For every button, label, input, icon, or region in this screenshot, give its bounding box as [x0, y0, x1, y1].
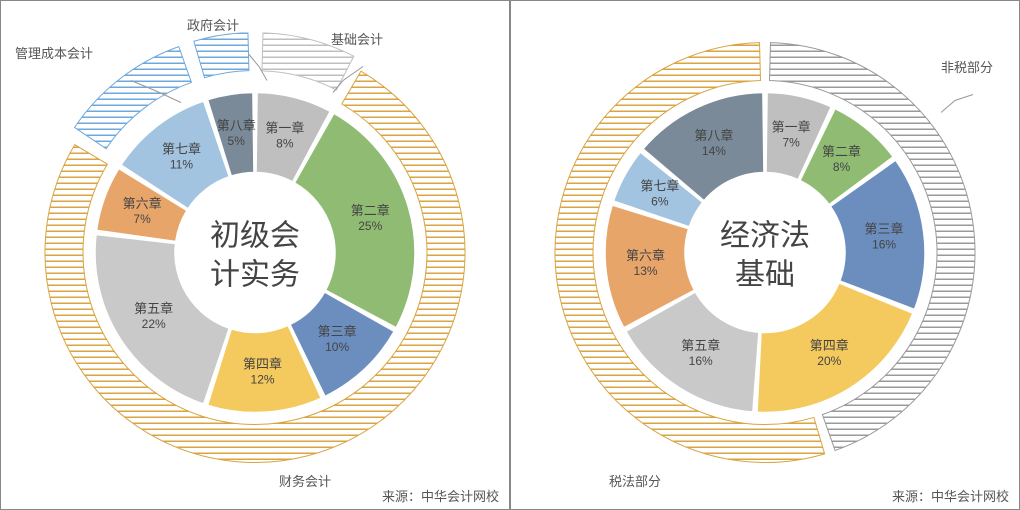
svg-text:7%: 7% — [783, 135, 801, 149]
source-label: 来源：中华会计网校 — [382, 486, 499, 505]
svg-text:第一章: 第一章 — [772, 119, 811, 134]
svg-text:8%: 8% — [833, 160, 851, 174]
svg-text:5%: 5% — [228, 134, 246, 148]
svg-text:第五章: 第五章 — [134, 301, 173, 316]
svg-text:25%: 25% — [358, 219, 382, 233]
svg-text:第四章: 第四章 — [243, 356, 282, 371]
svg-text:第八章: 第八章 — [217, 118, 256, 133]
svg-text:12%: 12% — [251, 372, 275, 386]
outer-label: 基础会计 — [331, 29, 383, 48]
svg-text:20%: 20% — [817, 354, 841, 368]
svg-text:第四章: 第四章 — [810, 338, 849, 353]
outer-label: 非税部分 — [941, 57, 993, 76]
panel-left: 第一章8% 第二章25% 第三章10% 第四章12% 第五章22% 第六章7% 第七章11%… — [0, 0, 510, 510]
chart-right-wrap: 第一章7%第二章8%第三章16%第四章20%第五章16%第六章13%第七章6%第… — [545, 33, 985, 478]
svg-text:14%: 14% — [702, 144, 726, 158]
svg-text:第二章: 第二章 — [822, 144, 861, 159]
svg-text:第六章: 第六章 — [123, 196, 162, 211]
svg-text:8%: 8% — [276, 136, 294, 150]
chart-left-wrap: 第一章8% 第二章25% 第三章10% 第四章12% 第五章22% 第六章7% 第七章11%… — [35, 33, 475, 478]
outer-label: 财务会计 — [279, 471, 331, 490]
svg-text:16%: 16% — [689, 354, 713, 368]
outer-slice — [194, 33, 249, 78]
svg-text:第六章: 第六章 — [626, 248, 665, 263]
svg-text:第七章: 第七章 — [162, 142, 201, 157]
svg-text:11%: 11% — [170, 158, 193, 172]
charts-container: 第一章8%第二章25%第三章10%第四章12%第五章22%第六章7%第七章11%… — [0, 0, 1020, 510]
outer-label: 政府会计 — [187, 15, 239, 34]
donut-chart-right: 第一章7%第二章8%第三章16%第四章20%第五章16%第六章13%第七章6%第… — [545, 33, 985, 473]
svg-text:6%: 6% — [651, 195, 669, 209]
svg-text:22%: 22% — [142, 317, 166, 331]
panel-right: 第一章7%第二章8%第三章16%第四章20%第五章16%第六章13%第七章6%第… — [510, 0, 1020, 510]
svg-text:第八章: 第八章 — [694, 128, 733, 143]
svg-text:第三章: 第三章 — [865, 221, 904, 236]
svg-text:第三章: 第三章 — [318, 324, 357, 339]
svg-text:13%: 13% — [634, 264, 658, 278]
svg-text:第七章: 第七章 — [640, 179, 679, 194]
source-label: 来源：中华会计网校 — [892, 486, 1009, 505]
outer-label: 管理成本会计 — [15, 43, 93, 62]
svg-text:第五章: 第五章 — [681, 338, 720, 353]
donut-chart-left: 第一章8% 第二章25% 第三章10% 第四章12% 第五章22% 第六章7% 第七章11%… — [35, 33, 475, 473]
svg-text:第一章: 第一章 — [265, 120, 304, 135]
outer-label: 税法部分 — [609, 471, 661, 490]
svg-text:16%: 16% — [872, 237, 896, 251]
svg-text:7%: 7% — [133, 212, 151, 226]
svg-text:10%: 10% — [325, 340, 349, 354]
svg-text:第二章: 第二章 — [351, 203, 390, 218]
